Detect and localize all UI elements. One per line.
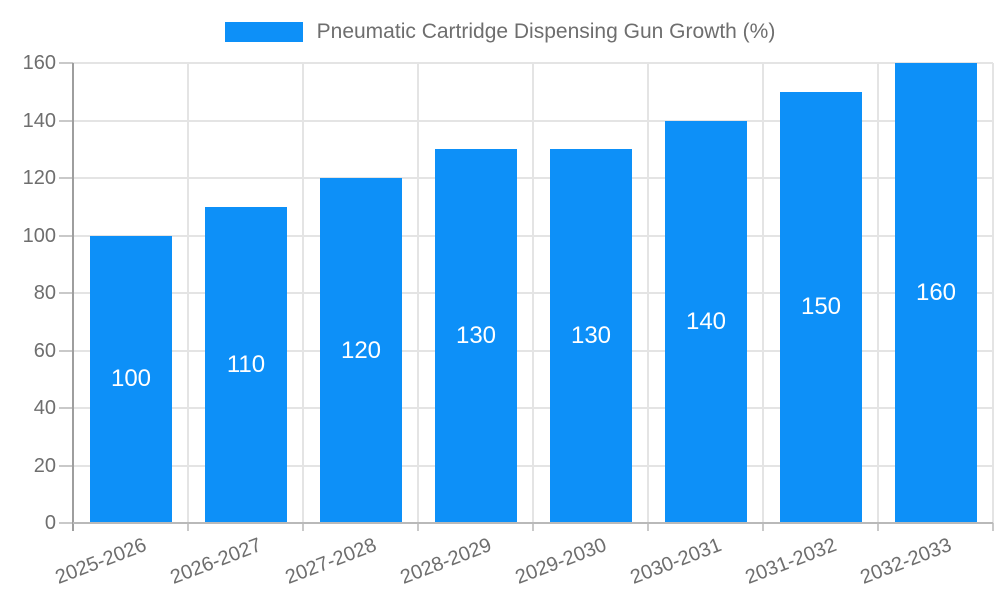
- x-tick-6: [762, 523, 764, 531]
- y-tick-120: [59, 177, 73, 179]
- gridline-x-1: [187, 63, 189, 523]
- gridline-x-2: [302, 63, 304, 523]
- y-axis: 0 20 40 60 80 100 120 140 160: [0, 52, 56, 534]
- bar-2026-2027[interactable]: 110: [205, 206, 287, 523]
- y-tick-100: [59, 234, 73, 237]
- gridline-x-3: [417, 63, 419, 523]
- x-tick-label-2025-2026: 2025-2026: [52, 534, 150, 589]
- x-tick-label-2029-2030: 2029-2030: [512, 534, 610, 589]
- y-axis-line: [72, 63, 74, 531]
- bar-value-label: 140: [685, 307, 727, 335]
- bar-2027-2028[interactable]: 120: [320, 178, 402, 523]
- y-tick-label: 100: [22, 224, 56, 247]
- gridline-x-5: [647, 63, 649, 523]
- x-tick-label-2030-2031: 2030-2031: [627, 534, 725, 589]
- x-tick-label-2031-2032: 2031-2032: [742, 534, 840, 589]
- y-tick-label: 40: [33, 397, 56, 419]
- bar-2028-2029[interactable]: 130: [435, 149, 517, 523]
- gridline-x-7: [877, 63, 879, 523]
- plot-area: 100 110 120 130 130 140 150 160: [59, 62, 994, 531]
- x-tick-label-2028-2029: 2028-2029: [397, 534, 495, 589]
- y-tick-label: 160: [22, 52, 56, 74]
- y-tick-40: [59, 407, 73, 409]
- gridline-x-6: [762, 63, 764, 523]
- x-tick-1: [187, 523, 189, 531]
- bar-2030-2031[interactable]: 140: [665, 120, 747, 523]
- y-tick-0: [59, 522, 73, 524]
- x-tick-label-2032-2033: 2032-2033: [857, 534, 955, 589]
- x-tick-3: [417, 523, 419, 531]
- x-axis: 2025-2026 2026-2027 2027-2028 2028-2029 2029…: [52, 523, 993, 595]
- y-tick-label: 20: [33, 454, 56, 477]
- bar-value-label: 130: [455, 322, 497, 350]
- x-tick-4: [532, 523, 534, 531]
- chart-legend[interactable]: Pneumatic Cartridge Dispensing Gun Growt…: [0, 19, 1000, 45]
- gridline-x-8: [992, 63, 994, 523]
- bar-value-label: 130: [570, 322, 612, 350]
- bar-2029-2030[interactable]: 130: [550, 149, 632, 523]
- y-tick-label: 0: [44, 512, 56, 534]
- bar-value-label: 120: [340, 336, 382, 364]
- x-tick-8: [992, 523, 994, 531]
- bar-value-label: 100: [110, 365, 152, 393]
- x-tick-label-2027-2028: 2027-2028: [282, 534, 380, 589]
- legend-color-swatch: [224, 22, 303, 42]
- y-tick-label: 140: [22, 109, 56, 132]
- y-tick-label: 80: [33, 282, 56, 304]
- bar-2025-2026[interactable]: 100: [90, 235, 172, 523]
- y-tick-160: [59, 62, 73, 64]
- bar-value-label: 150: [800, 293, 842, 321]
- legend-series-label: Pneumatic Cartridge Dispensing Gun Growt…: [316, 20, 776, 43]
- gridline-x-4: [532, 63, 534, 523]
- y-tick-20: [59, 464, 73, 467]
- x-axis-line: [73, 522, 993, 524]
- y-tick-140: [59, 119, 73, 122]
- bar-value-label: 110: [226, 350, 266, 378]
- bar-2032-2033[interactable]: 160: [895, 63, 977, 523]
- x-tick-label-2026-2027: 2026-2027: [167, 534, 265, 589]
- y-tick-80: [59, 292, 73, 294]
- bar-value-label: 160: [915, 279, 957, 306]
- y-tick-60: [59, 349, 73, 352]
- x-tick-2: [302, 523, 304, 531]
- y-tick-label: 120: [22, 167, 56, 189]
- y-tick-label: 60: [33, 339, 56, 362]
- x-tick-7: [877, 523, 879, 531]
- x-tick-5: [647, 523, 649, 531]
- bar-2031-2032[interactable]: 150: [780, 91, 862, 523]
